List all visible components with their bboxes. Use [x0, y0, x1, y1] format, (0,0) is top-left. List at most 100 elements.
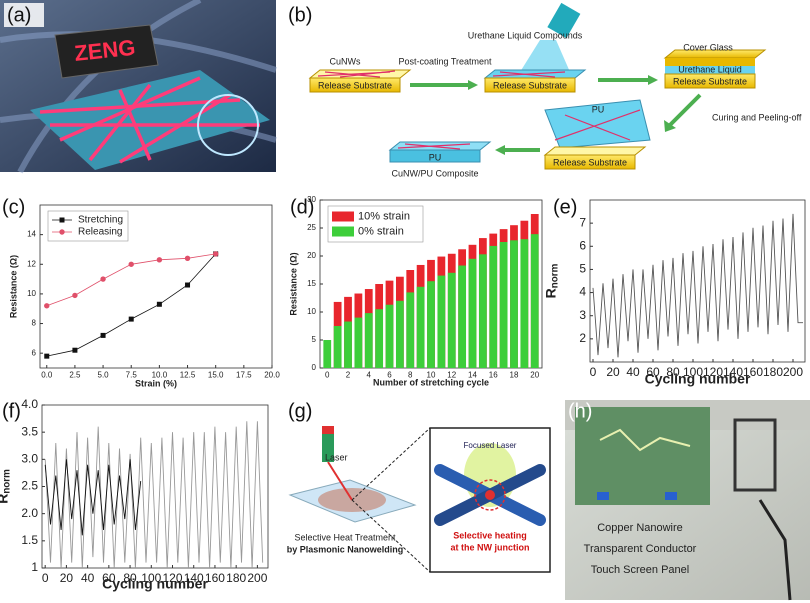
panel-label: (b) — [288, 4, 312, 26]
photo-text: Touch Screen Panel — [591, 564, 689, 576]
x-tick-label: 60 — [102, 571, 116, 585]
y-tick-label: 30 — [307, 195, 316, 204]
x-tick-label: 180 — [226, 571, 246, 585]
diagram-text: Selective Heat Treatment — [294, 532, 396, 542]
x-axis-label: Strain (%) — [135, 378, 177, 388]
y-tick-label: 7 — [579, 215, 586, 229]
legend-marker — [59, 217, 65, 223]
bar — [468, 258, 477, 368]
diagram-text: Urethane Liquid Compounds — [468, 30, 583, 40]
bar — [375, 309, 384, 368]
x-tick-label: 180 — [763, 365, 783, 379]
y-axis-label-main: R — [542, 288, 558, 298]
x-tick-label: 0.0 — [41, 370, 53, 379]
bar — [478, 254, 487, 368]
x-tick-label: 12 — [447, 370, 456, 379]
legend-box — [47, 210, 129, 242]
y-axis-label: Resistance (Ω) — [289, 252, 299, 315]
bar — [364, 313, 373, 368]
x-tick-label: 18 — [510, 370, 519, 379]
diagram-text: CuNWs — [330, 56, 361, 66]
x-tick-label: 140 — [184, 571, 204, 585]
x-tick-label: 40 — [626, 365, 640, 379]
bar — [323, 340, 332, 368]
marker — [128, 316, 134, 322]
x-tick-label: 14 — [468, 370, 477, 379]
diagram-text: at the NW junction — [451, 542, 530, 552]
x-tick-label: 17.5 — [236, 370, 252, 379]
x-tick-label: 160 — [205, 571, 225, 585]
screen — [575, 407, 710, 505]
panel-label: (d) — [290, 196, 314, 218]
bar — [406, 292, 415, 368]
x-tick-label: 12.5 — [180, 370, 196, 379]
x-tick-label: 140 — [723, 365, 743, 379]
diagram-text: Release Substrate — [673, 76, 747, 86]
line — [592, 213, 803, 358]
y-tick-label: 2 — [579, 331, 586, 345]
legend-swatch — [332, 226, 354, 237]
x-tick-label: 4 — [367, 370, 372, 379]
marker — [185, 282, 191, 288]
legend-swatch — [332, 211, 354, 222]
y-axis-label-main: Resistance (Ω) — [289, 252, 299, 315]
y-tick-label: 6 — [579, 238, 586, 252]
x-tick-label: 10 — [427, 370, 436, 379]
diagram-text: Focused Laser — [464, 441, 517, 450]
y-tick-label: 0 — [312, 363, 317, 372]
x-tick-label: 16 — [489, 370, 498, 379]
bar — [499, 242, 508, 368]
y-tick-label: 14 — [27, 230, 36, 239]
x-tick-label: 80 — [123, 571, 137, 585]
photo-text: Copper Nanowire — [597, 522, 683, 534]
panel-label: (e) — [553, 196, 577, 218]
x-axis-label: Cycling number — [645, 371, 751, 387]
marker — [212, 251, 219, 257]
x-tick-label: 120 — [162, 571, 182, 585]
bar — [458, 265, 467, 368]
x-tick-label: 2 — [346, 370, 351, 379]
panel-a: ZENG (a) — [0, 0, 277, 174]
x-tick-label: 160 — [743, 365, 763, 379]
x-tick-label: 20 — [60, 571, 74, 585]
chart: 6 8 10 12 14 0.0 2.5 5.0 7.5 10.0 12.5 15.0 17.5 20.0… — [9, 204, 280, 388]
y-tick-label: 1 — [31, 560, 38, 574]
marker — [184, 255, 191, 262]
photo-text: Transparent Conductor — [584, 543, 697, 555]
bar — [437, 275, 446, 368]
y-axis-label: Rnorm — [542, 263, 560, 298]
diagram-text: Release Substrate — [553, 157, 627, 167]
y-tick-label: 3 — [579, 308, 586, 322]
y-tick-label: 10 — [27, 289, 36, 298]
y-tick-label: 25 — [307, 223, 316, 232]
legend-label: Releasing — [78, 227, 122, 238]
diagram-text: Release Substrate — [318, 80, 392, 90]
marker — [72, 347, 78, 353]
marker — [72, 292, 78, 299]
x-tick-label: 20.0 — [264, 370, 280, 379]
y-tick-label: 5 — [312, 335, 317, 344]
marker — [156, 257, 163, 263]
y-axis-label: Rnorm — [0, 469, 12, 504]
marker — [44, 303, 50, 309]
x-tick-label: 120 — [703, 365, 723, 379]
chart: 1 1.5 2.0 2.5 3.0 3.5 4.0 0 20 40 60 80 100 120 140 160… — [0, 397, 269, 592]
panel-label: (c) — [2, 196, 25, 218]
y-tick-label: 8 — [32, 319, 37, 328]
x-axis-label: Number of stretching cycle — [373, 377, 489, 387]
y-tick-label: 4 — [579, 285, 586, 299]
bar — [520, 239, 529, 368]
x-tick-label: 10.0 — [152, 370, 168, 379]
diagram-text: CuNW/PU Composite — [391, 168, 478, 178]
y-tick-label: 20 — [307, 251, 316, 260]
y-tick-label: 6 — [32, 348, 37, 357]
line — [44, 421, 264, 569]
y-axis-label-sub: norm — [1, 469, 12, 494]
y-tick-label: 3.5 — [21, 424, 38, 438]
x-tick-label: 100 — [141, 571, 161, 585]
legend-marker — [59, 229, 65, 235]
panel-label: (g) — [288, 400, 312, 422]
marker — [100, 276, 106, 282]
x-tick-label: 200 — [247, 571, 267, 585]
x-tick-label: 0 — [590, 365, 597, 379]
